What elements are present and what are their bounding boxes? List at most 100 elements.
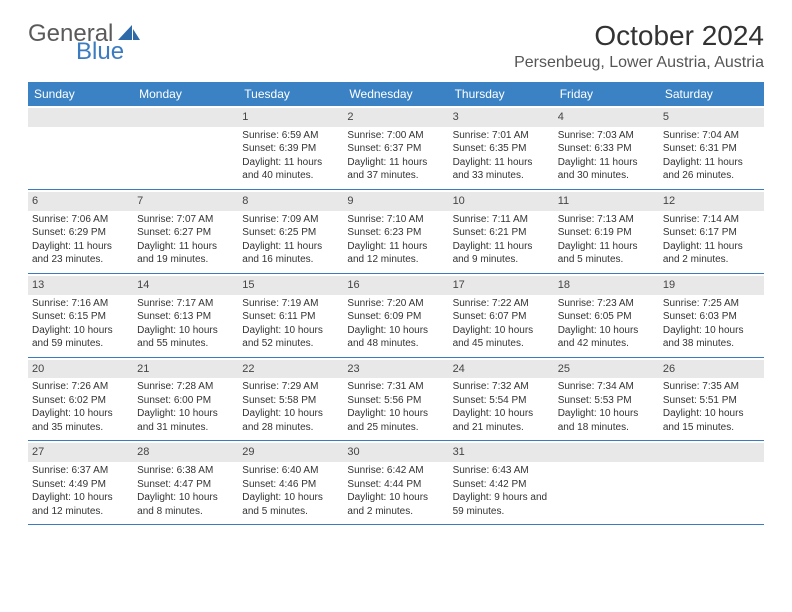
calendar-cell: 3Sunrise: 7:01 AMSunset: 6:35 PMDaylight… xyxy=(449,106,554,189)
sunrise-line: Sunrise: 6:59 AM xyxy=(242,129,339,143)
day-number: 7 xyxy=(133,192,238,211)
daylight-line: Daylight: 10 hours and 8 minutes. xyxy=(137,491,234,518)
week-row: 27Sunrise: 6:37 AMSunset: 4:49 PMDayligh… xyxy=(28,441,764,525)
day-number xyxy=(133,108,238,127)
sunrise-line: Sunrise: 7:29 AM xyxy=(242,380,339,394)
calendar-cell: 15 Sunrise: 7:19 AMSunset: 6:11 PMDayligh… xyxy=(238,274,343,357)
daylight-line: Daylight: 11 hours and 12 minutes. xyxy=(347,240,444,267)
day-number: 2 xyxy=(343,108,448,127)
sunset-line: Sunset: 5:56 PM xyxy=(347,394,444,408)
daylight-line: Daylight: 11 hours and 40 minutes. xyxy=(242,156,339,183)
calendar-cell: 12Sunrise: 7:14 AMSunset: 6:17 PMDayligh… xyxy=(659,190,764,273)
week-row: 6Sunrise: 7:06 AMSunset: 6:29 PMDaylight… xyxy=(28,190,764,274)
day-number: 30 xyxy=(343,443,448,462)
sunset-line: Sunset: 6:05 PM xyxy=(558,310,655,324)
sunrise-line: Sunrise: 7:26 AM xyxy=(32,380,129,394)
day-number: 3 xyxy=(449,108,554,127)
header: General Blue October 2024 Persenbeug, Lo… xyxy=(28,20,764,72)
day-header-cell: Wednesday xyxy=(343,82,448,106)
day-number: 15 xyxy=(238,276,343,295)
sunrise-line: Sunrise: 7:04 AM xyxy=(663,129,760,143)
sunrise-line: Sunrise: 6:42 AM xyxy=(347,464,444,478)
calendar-cell: 20Sunrise: 7:26 AMSunset: 6:02 PMDayligh… xyxy=(28,358,133,441)
daylight-line: Daylight: 9 hours and 59 minutes. xyxy=(453,491,550,518)
day-header-row: SundayMondayTuesdayWednesdayThursdayFrid… xyxy=(28,82,764,106)
sunset-line: Sunset: 6:02 PM xyxy=(32,394,129,408)
sunrise-line: Sunrise: 7:35 AM xyxy=(663,380,760,394)
day-number: 9 xyxy=(343,192,448,211)
sunset-line: Sunset: 6:33 PM xyxy=(558,142,655,156)
calendar-cell: 13Sunrise: 7:16 AMSunset: 6:15 PMDayligh… xyxy=(28,274,133,357)
sunset-line: Sunset: 6:00 PM xyxy=(137,394,234,408)
daylight-line: Daylight: 10 hours and 42 minutes. xyxy=(558,324,655,351)
sunrise-line: Sunrise: 7:13 AM xyxy=(558,213,655,227)
day-number: 22 xyxy=(238,360,343,379)
day-header-cell: Saturday xyxy=(659,82,764,106)
sunset-line: Sunset: 6:11 PM xyxy=(242,310,339,324)
calendar-cell: 28Sunrise: 6:38 AMSunset: 4:47 PMDayligh… xyxy=(133,441,238,524)
sunrise-line: Sunrise: 7:25 AM xyxy=(663,297,760,311)
calendar-cell: 24Sunrise: 7:32 AMSunset: 5:54 PMDayligh… xyxy=(449,358,554,441)
daylight-line: Daylight: 10 hours and 12 minutes. xyxy=(32,491,129,518)
calendar-cell: 2Sunrise: 7:00 AMSunset: 6:37 PMDaylight… xyxy=(343,106,448,189)
calendar-cell: 30Sunrise: 6:42 AMSunset: 4:44 PMDayligh… xyxy=(343,441,448,524)
daylight-line: Daylight: 10 hours and 48 minutes. xyxy=(347,324,444,351)
calendar-cell: 9Sunrise: 7:10 AMSunset: 6:23 PMDaylight… xyxy=(343,190,448,273)
calendar-cell: 21Sunrise: 7:28 AMSunset: 6:00 PMDayligh… xyxy=(133,358,238,441)
calendar-cell: 16Sunrise: 7:20 AMSunset: 6:09 PMDayligh… xyxy=(343,274,448,357)
sunrise-line: Sunrise: 7:16 AM xyxy=(32,297,129,311)
month-title: October 2024 xyxy=(514,20,764,52)
sunset-line: Sunset: 6:37 PM xyxy=(347,142,444,156)
day-number: 20 xyxy=(28,360,133,379)
daylight-line: Daylight: 10 hours and 28 minutes. xyxy=(242,407,339,434)
sunset-line: Sunset: 6:35 PM xyxy=(453,142,550,156)
daylight-line: Daylight: 10 hours and 52 minutes. xyxy=(242,324,339,351)
logo-text-blue: Blue xyxy=(76,38,124,66)
calendar-cell: 31Sunrise: 6:43 AMSunset: 4:42 PMDayligh… xyxy=(449,441,554,524)
sunset-line: Sunset: 6:03 PM xyxy=(663,310,760,324)
week-row: 20Sunrise: 7:26 AMSunset: 6:02 PMDayligh… xyxy=(28,358,764,442)
daylight-line: Daylight: 10 hours and 31 minutes. xyxy=(137,407,234,434)
calendar: SundayMondayTuesdayWednesdayThursdayFrid… xyxy=(28,82,764,525)
calendar-cell xyxy=(659,441,764,524)
day-number: 29 xyxy=(238,443,343,462)
day-number xyxy=(28,108,133,127)
daylight-line: Daylight: 11 hours and 19 minutes. xyxy=(137,240,234,267)
calendar-cell: 1Sunrise: 6:59 AMSunset: 6:39 PMDaylight… xyxy=(238,106,343,189)
sunset-line: Sunset: 4:49 PM xyxy=(32,478,129,492)
sunrise-line: Sunrise: 7:11 AM xyxy=(453,213,550,227)
day-header-cell: Thursday xyxy=(449,82,554,106)
sunset-line: Sunset: 5:54 PM xyxy=(453,394,550,408)
day-number xyxy=(659,443,764,462)
day-number: 11 xyxy=(554,192,659,211)
day-number: 21 xyxy=(133,360,238,379)
sunset-line: Sunset: 6:15 PM xyxy=(32,310,129,324)
day-number: 13 xyxy=(28,276,133,295)
calendar-cell: 14Sunrise: 7:17 AMSunset: 6:13 PMDayligh… xyxy=(133,274,238,357)
sunset-line: Sunset: 6:39 PM xyxy=(242,142,339,156)
sunrise-line: Sunrise: 7:07 AM xyxy=(137,213,234,227)
sunrise-line: Sunrise: 7:14 AM xyxy=(663,213,760,227)
calendar-cell: 19Sunrise: 7:25 AMSunset: 6:03 PMDayligh… xyxy=(659,274,764,357)
week-row: 13 Sunrise: 7:16 AMSunset: 6:15 PM Dayligh… xyxy=(28,274,764,358)
daylight-line: Daylight: 10 hours and 35 minutes. xyxy=(32,407,129,434)
daylight-line: Daylight: 10 hours and 55 minutes. xyxy=(137,324,234,351)
daylight-line: Daylight: 11 hours and 23 minutes. xyxy=(32,240,129,267)
sunrise-line: Sunrise: 7:19 AM xyxy=(242,297,339,311)
sunset-line: Sunset: 4:42 PM xyxy=(453,478,550,492)
sunrise-line: Sunrise: 7:34 AM xyxy=(558,380,655,394)
day-header-cell: Sunday xyxy=(28,82,133,106)
day-number: 5 xyxy=(659,108,764,127)
day-number: 18 xyxy=(554,276,659,295)
daylight-line: Daylight: 11 hours and 9 minutes. xyxy=(453,240,550,267)
daylight-line: Daylight: 10 hours and 18 minutes. xyxy=(558,407,655,434)
daylight-line: Daylight: 10 hours and 45 minutes. xyxy=(453,324,550,351)
sunset-line: Sunset: 6:23 PM xyxy=(347,226,444,240)
day-number: 4 xyxy=(554,108,659,127)
sunrise-line: Sunrise: 7:09 AM xyxy=(242,213,339,227)
calendar-cell: 4Sunrise: 7:03 AMSunset: 6:33 PMDaylight… xyxy=(554,106,659,189)
calendar-cell: 17Sunrise: 7:22 AMSunset: 6:07 PMDayligh… xyxy=(449,274,554,357)
sunrise-line: Sunrise: 7:31 AM xyxy=(347,380,444,394)
day-number: 23 xyxy=(343,360,448,379)
calendar-cell: 5Sunrise: 7:04 AMSunset: 6:31 PMDaylight… xyxy=(659,106,764,189)
